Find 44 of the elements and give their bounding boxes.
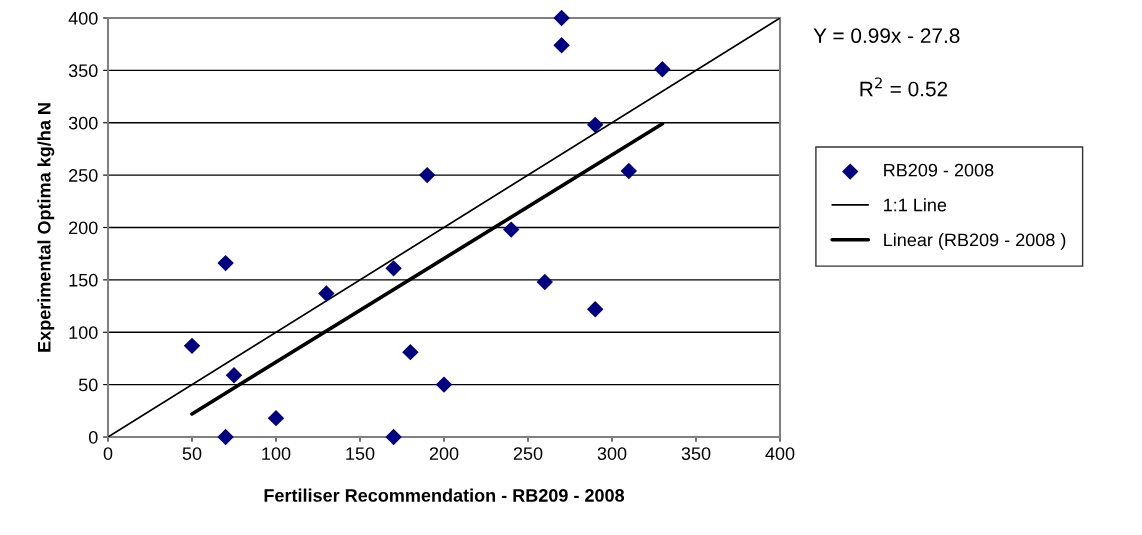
point [225,366,243,384]
point [586,116,604,134]
point [183,337,201,355]
point [385,428,402,446]
x-tick-label: 0 [103,447,113,460]
point [536,273,554,291]
x-tick-label: 250 [513,447,543,460]
point [620,162,638,180]
point [217,428,234,446]
point [385,260,402,277]
point [435,376,453,393]
point [217,254,234,272]
x-tick-label: 150 [346,447,375,460]
x-axis-title: Fertiliser Recommendation - RB209 - 2008 [264,488,625,502]
y-tick-label: 0 [88,430,98,444]
point [267,409,285,427]
point [502,221,520,238]
point [654,61,671,78]
y-tick-label: 200 [69,221,98,235]
text: Y = 0.99x - 27.8 [813,28,960,44]
point [418,166,436,184]
legend-label: RB209 - 2008 [884,163,994,177]
y-tick-label: 350 [68,64,98,78]
y-tick-label: 100 [69,326,98,339]
x-tick-label: 300 [597,447,627,460]
x-tick-label: 200 [429,447,459,460]
y-tick-label: 50 [78,378,98,392]
legend-label: 1:1 Line [884,198,947,212]
point [318,285,335,302]
y-tick-label: 150 [69,273,98,287]
text: R$^{2}$ = 0.52 [860,77,948,97]
x-tick-label: 100 [262,447,291,460]
x-tick-label: 400 [765,447,795,460]
y-tick-label: 400 [68,11,98,25]
legend-label: Linear (RB209 - 2008 ) [884,233,1066,250]
point [553,9,570,27]
point [553,37,570,54]
y-axis-title: Experimental Optima kg/ha N [37,103,55,352]
y-tick-label: 250 [69,169,98,182]
x-tick-label: 50 [182,447,202,460]
point [586,300,604,318]
y-tick-label: 300 [68,116,98,130]
x-tick-label: 350 [681,447,711,460]
point [402,343,419,361]
